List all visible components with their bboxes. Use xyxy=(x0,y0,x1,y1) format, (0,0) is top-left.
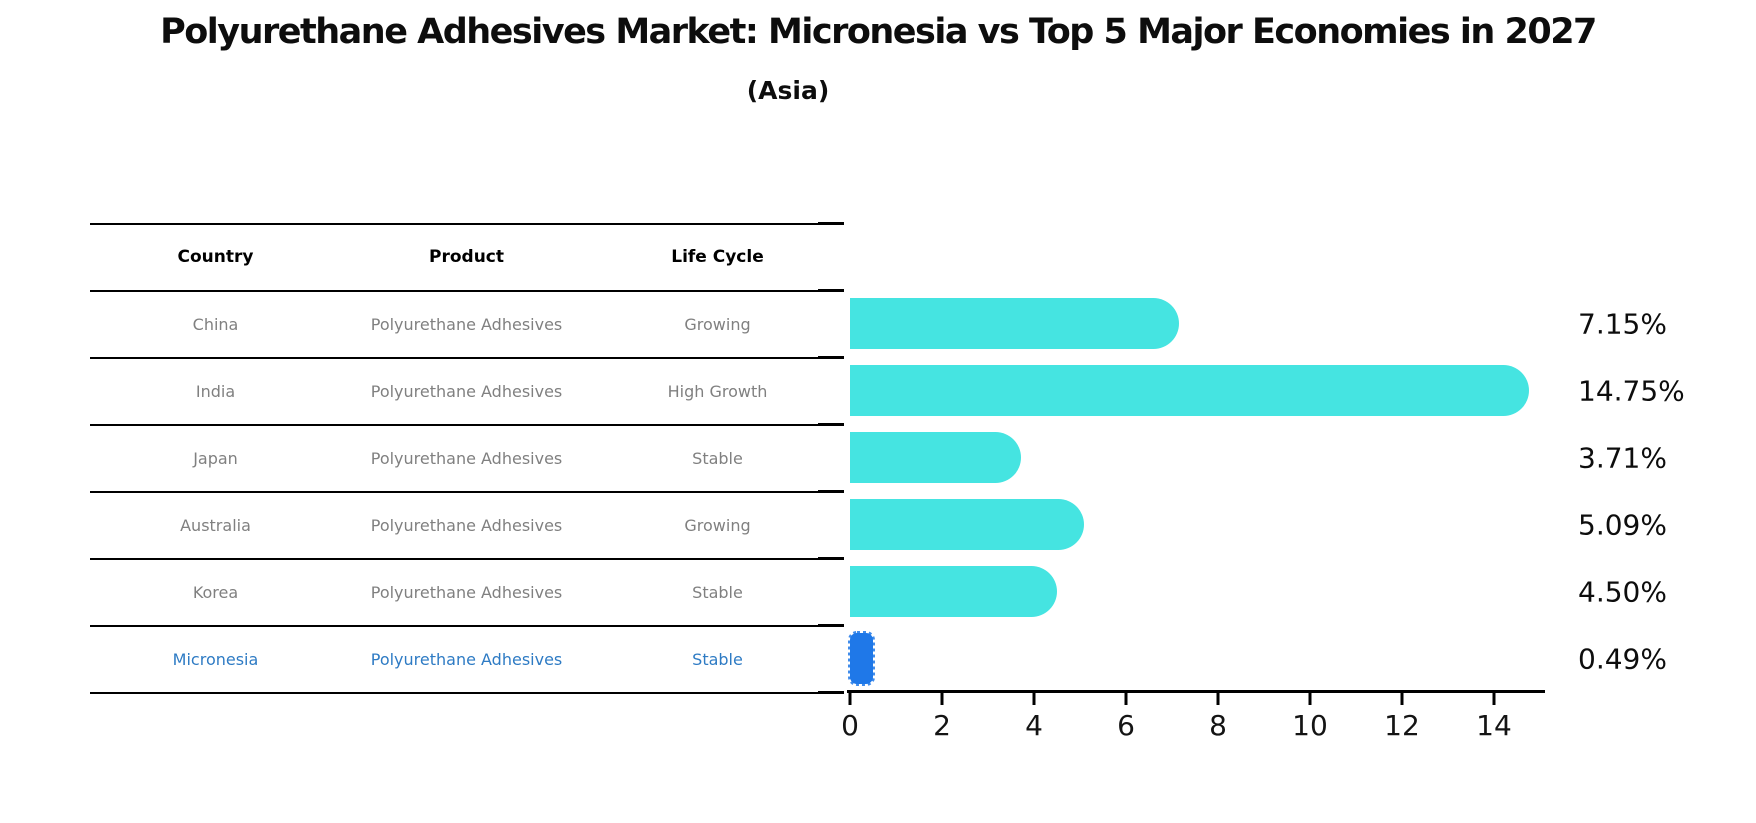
table-body: China Polyurethane Adhesives Growing Ind… xyxy=(90,290,843,692)
bar-row-korea xyxy=(850,558,1540,625)
cell-country: Micronesia xyxy=(172,649,259,669)
x-tick-label: 12 xyxy=(1384,709,1420,742)
bar-row-australia xyxy=(850,491,1540,558)
cell-product: Polyurethane Adhesives xyxy=(370,448,563,468)
chart-subtitle: (Asia) xyxy=(746,76,830,105)
cell-life-cycle: Growing xyxy=(684,314,751,334)
x-tick-label: 6 xyxy=(1117,709,1135,742)
table-row: India Polyurethane Adhesives High Growth xyxy=(90,357,843,424)
x-tick-label: 4 xyxy=(1025,709,1043,742)
cell-life-cycle: Stable xyxy=(692,448,743,468)
x-tick xyxy=(1216,693,1220,705)
column-header-life-cycle: Life Cycle xyxy=(671,247,764,268)
cell-product: Polyurethane Adhesives xyxy=(370,314,563,334)
cell-country: China xyxy=(192,314,239,334)
bar-chart-plot-area: 0 2 4 6 8 10 12 14 xyxy=(818,222,1545,742)
bar-korea xyxy=(850,566,1057,617)
cell-product: Polyurethane Adhesives xyxy=(370,649,563,669)
bar-row-china xyxy=(850,290,1540,357)
x-axis-line xyxy=(847,690,1545,693)
bar-australia xyxy=(850,499,1085,550)
cell-country: Australia xyxy=(180,515,251,535)
x-tick xyxy=(1400,693,1404,705)
table-row: Australia Polyurethane Adhesives Growing xyxy=(90,491,843,558)
bar-row-japan xyxy=(850,424,1540,491)
chart-title: Polyurethane Adhesives Market: Micronesi… xyxy=(160,12,1597,52)
table-header-row: Country Product Life Cycle xyxy=(90,223,843,290)
x-tick xyxy=(940,693,944,705)
y-tick xyxy=(818,289,844,292)
value-labels-column: 7.15% 14.75% 3.71% 5.09% 4.50% 0.49% xyxy=(1578,223,1748,692)
bar-row-india xyxy=(850,357,1540,424)
x-tick xyxy=(1308,693,1312,705)
table-row: Japan Polyurethane Adhesives Stable xyxy=(90,424,843,491)
x-tick-label: 2 xyxy=(933,709,951,742)
cell-life-cycle: High Growth xyxy=(667,381,768,401)
bar-value-label: 3.71% xyxy=(1578,441,1667,474)
table-row: Micronesia Polyurethane Adhesives Stable xyxy=(90,625,843,692)
cell-life-cycle: Stable xyxy=(692,649,743,669)
x-tick xyxy=(1124,693,1128,705)
bar-india xyxy=(850,365,1529,416)
x-tick-label: 8 xyxy=(1209,709,1227,742)
bar-value-label: 4.50% xyxy=(1578,575,1667,608)
y-tick xyxy=(818,222,844,225)
bar-china xyxy=(850,298,1179,349)
bar-japan xyxy=(850,432,1021,483)
x-tick xyxy=(848,693,852,705)
column-header-country: Country xyxy=(177,247,254,268)
y-tick xyxy=(818,691,844,694)
bar-micronesia xyxy=(848,631,875,686)
x-tick-label: 10 xyxy=(1292,709,1328,742)
y-tick xyxy=(818,423,844,426)
x-tick-label: 0 xyxy=(841,709,859,742)
bar-value-label: 7.15% xyxy=(1578,307,1667,340)
data-table: Country Product Life Cycle China Polyure… xyxy=(90,223,843,694)
cell-product: Polyurethane Adhesives xyxy=(370,381,563,401)
cell-product: Polyurethane Adhesives xyxy=(370,582,563,602)
y-tick xyxy=(818,624,844,627)
bar-row-micronesia xyxy=(848,625,1540,692)
cell-product: Polyurethane Adhesives xyxy=(370,515,563,535)
y-tick xyxy=(818,557,844,560)
table-row: China Polyurethane Adhesives Growing xyxy=(90,290,843,357)
cell-country: Korea xyxy=(192,582,239,602)
x-tick xyxy=(1032,693,1036,705)
bar-value-label: 14.75% xyxy=(1578,374,1685,407)
y-tick xyxy=(818,490,844,493)
cell-country: India xyxy=(195,381,236,401)
bar-value-label: 0.49% xyxy=(1578,642,1667,675)
cell-country: Japan xyxy=(193,448,238,468)
cell-life-cycle: Growing xyxy=(684,515,751,535)
y-tick xyxy=(818,356,844,359)
cell-life-cycle: Stable xyxy=(692,582,743,602)
bar-value-label: 5.09% xyxy=(1578,508,1667,541)
x-tick-label: 14 xyxy=(1476,709,1512,742)
table-row: Korea Polyurethane Adhesives Stable xyxy=(90,558,843,625)
column-header-product: Product xyxy=(429,247,504,268)
x-tick xyxy=(1492,693,1496,705)
